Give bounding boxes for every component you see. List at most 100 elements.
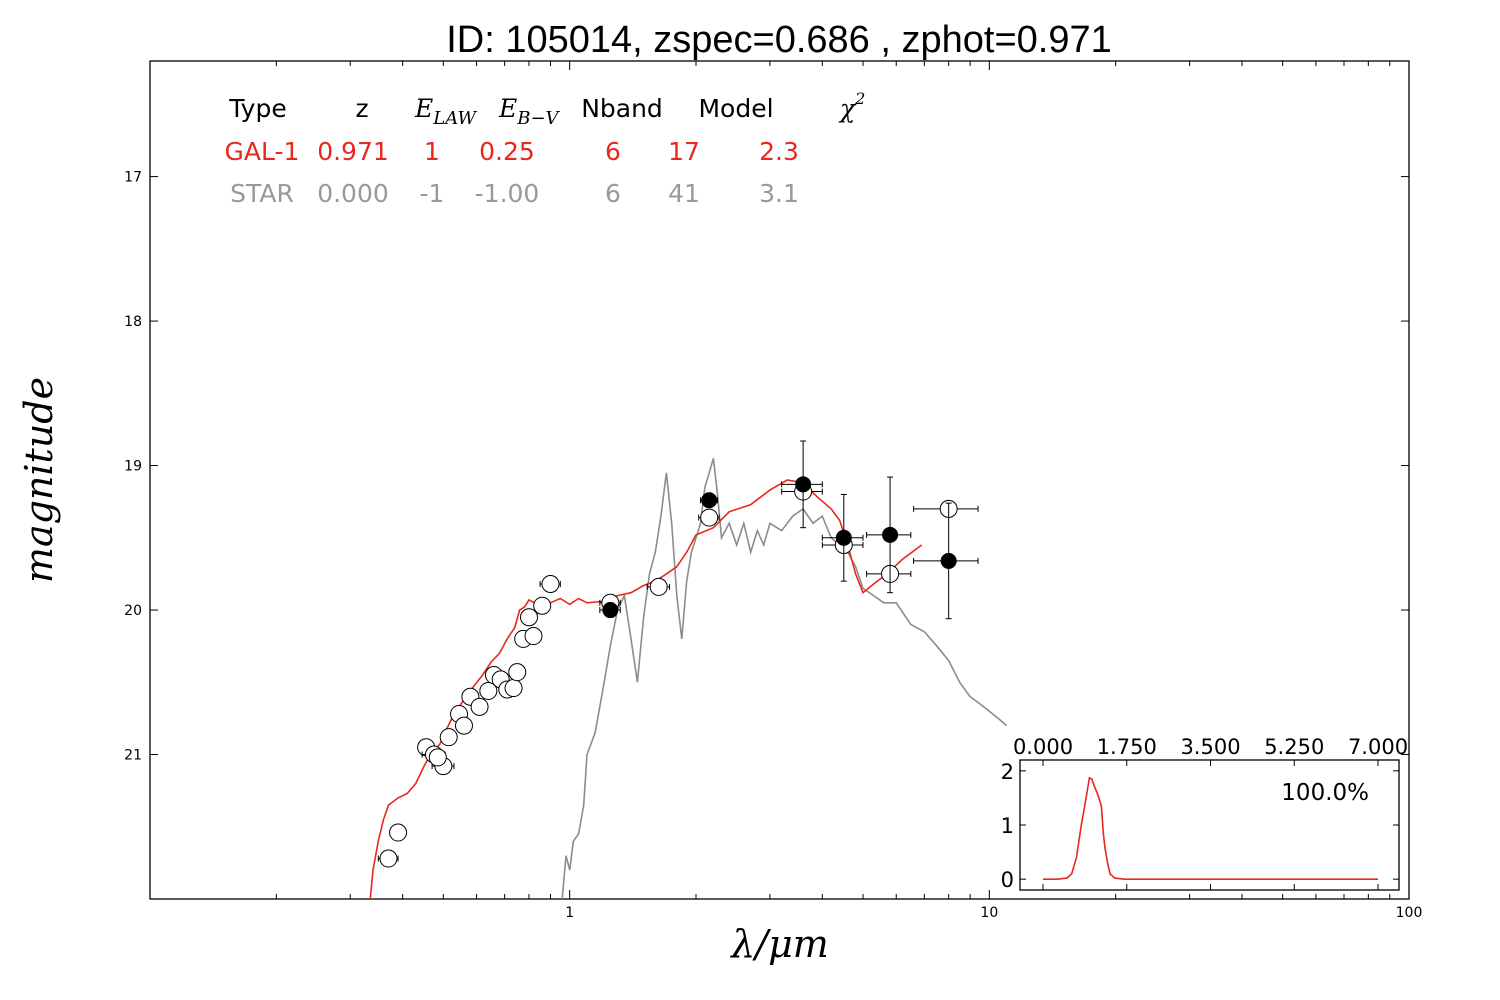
open-data-point <box>389 823 408 842</box>
data-point-marker <box>700 508 719 527</box>
header-elaw-main: E <box>414 94 433 123</box>
star-model-line <box>561 458 1008 900</box>
inset-pdf-line <box>1043 776 1378 880</box>
open-data-point <box>519 608 538 627</box>
plot-frame <box>149 60 1410 900</box>
data-point-marker <box>701 492 718 509</box>
inset-frame <box>1019 759 1400 891</box>
filled-data-point <box>781 440 823 529</box>
x-tick-label: 1 <box>565 905 574 921</box>
data-point-marker <box>541 575 560 594</box>
data-point-marker <box>508 663 527 682</box>
data-point-marker <box>649 577 668 596</box>
header-ebv-main: E <box>498 94 517 123</box>
open-data-point <box>533 596 552 615</box>
table-cell-nband: 6 <box>605 179 621 208</box>
data-point-marker <box>504 679 523 698</box>
inset-x-tick-label: 5.250 <box>1264 735 1324 759</box>
header-chi-sup: 2 <box>854 89 865 108</box>
open-data-point <box>428 748 447 767</box>
header-chi-main: χ <box>838 94 857 123</box>
table-rows: GAL-1 0.971 1 0.25 6 17 2.3 STAR 0.000 -1 -1.00 6 41… <box>225 137 799 208</box>
open-data-point <box>646 577 671 596</box>
table-cell-z: 0.000 <box>317 179 389 208</box>
data-point-marker <box>454 716 473 735</box>
table-cell-z: 0.971 <box>317 137 389 166</box>
y-tick-label: 21 <box>124 748 142 764</box>
filled-data-point <box>599 602 621 619</box>
data-point-marker <box>795 476 812 493</box>
open-data-point <box>377 849 399 868</box>
inset-y-axis: 0 1 2 <box>1001 760 1399 892</box>
data-point-marker <box>389 823 408 842</box>
inset-y-tick-label: 2 <box>1001 760 1014 784</box>
fit-table: Type z ELAW EB−V Nband Model χ2 GAL-1 0.9… <box>225 89 866 208</box>
header-elaw-sub: LAW <box>432 108 477 129</box>
open-data-point <box>454 716 473 735</box>
header-model: Model <box>698 94 773 123</box>
table-cell-elaw: 1 <box>424 137 440 166</box>
data-point-marker <box>882 526 899 543</box>
x-tick-label: 100 <box>1396 905 1423 921</box>
data-point-marker <box>835 529 852 546</box>
table-cell-type: STAR <box>230 179 294 208</box>
table-cell-model: 41 <box>668 179 700 208</box>
inset-x-tick-label: 7.000 <box>1348 735 1408 759</box>
inset-x-tick-label: 1.750 <box>1097 735 1157 759</box>
data-point-marker <box>940 552 957 569</box>
chart-title: ID: 105014, zspec=0.686 , zphot=0.971 <box>446 19 1112 61</box>
y-tick-label: 19 <box>124 459 142 475</box>
table-cell-chi2: 3.1 <box>759 179 799 208</box>
open-data-point <box>439 728 458 747</box>
header-z: z <box>355 94 368 123</box>
table-row: GAL-1 0.971 1 0.25 6 17 2.3 <box>225 137 799 166</box>
redshift-pdf-inset: 0.000 1.750 3.500 5.250 7.000 0 1 2 100.0% <box>1001 735 1408 892</box>
table-row: STAR 0.000 -1 -1.00 6 41 3.1 <box>230 179 799 208</box>
header-nband: Nband <box>581 94 663 123</box>
table-cell-type: GAL-1 <box>225 137 300 166</box>
header-elaw: ELAW <box>414 94 477 129</box>
inset-x-axis: 0.000 1.750 3.500 5.250 7.000 <box>1013 735 1408 890</box>
header-ebv: EB−V <box>498 94 561 129</box>
x-tick-label: 10 <box>980 905 998 921</box>
inset-x-tick-label: 3.500 <box>1180 735 1240 759</box>
table-cell-elaw: -1 <box>420 179 445 208</box>
filled-data-point <box>821 493 864 582</box>
y-axis-label: magnitude <box>17 377 61 583</box>
data-point-marker <box>379 849 398 868</box>
data-point-marker <box>524 627 543 646</box>
header-chi2: χ2 <box>838 89 865 123</box>
inset-y-tick-label: 0 <box>1001 868 1014 892</box>
filled-data-point <box>913 502 979 620</box>
data-point-marker <box>428 748 447 767</box>
header-type: Type <box>228 94 286 123</box>
table-cell-model: 17 <box>668 137 700 166</box>
open-data-point <box>470 697 489 716</box>
open-data-point <box>866 564 912 583</box>
y-tick-label: 20 <box>124 603 142 619</box>
data-point-marker <box>439 728 458 747</box>
y-tick-label: 17 <box>124 170 142 186</box>
open-data-point <box>504 679 523 698</box>
open-data-point <box>508 663 527 682</box>
table-cell-chi2: 2.3 <box>759 137 799 166</box>
open-data-point <box>524 627 543 646</box>
table-cell-ebv: 0.25 <box>479 137 535 166</box>
x-axis-label: λ/μm <box>729 922 829 966</box>
header-ebv-sub: B−V <box>516 108 560 129</box>
y-tick-label: 18 <box>124 314 142 330</box>
table-cell-nband: 6 <box>605 137 621 166</box>
data-point-marker <box>479 681 498 700</box>
filled-data-point <box>699 492 718 509</box>
inset-x-tick-label: 0.000 <box>1013 735 1073 759</box>
data-point-marker <box>602 602 619 619</box>
data-point-marker <box>470 697 489 716</box>
open-data-point <box>539 575 561 594</box>
data-point-marker <box>533 596 552 615</box>
filled-data-point <box>866 476 912 594</box>
data-point-marker <box>519 608 538 627</box>
inset-annotation: 100.0% <box>1281 780 1369 806</box>
y-axis: 17 18 19 20 21 <box>124 170 1409 764</box>
